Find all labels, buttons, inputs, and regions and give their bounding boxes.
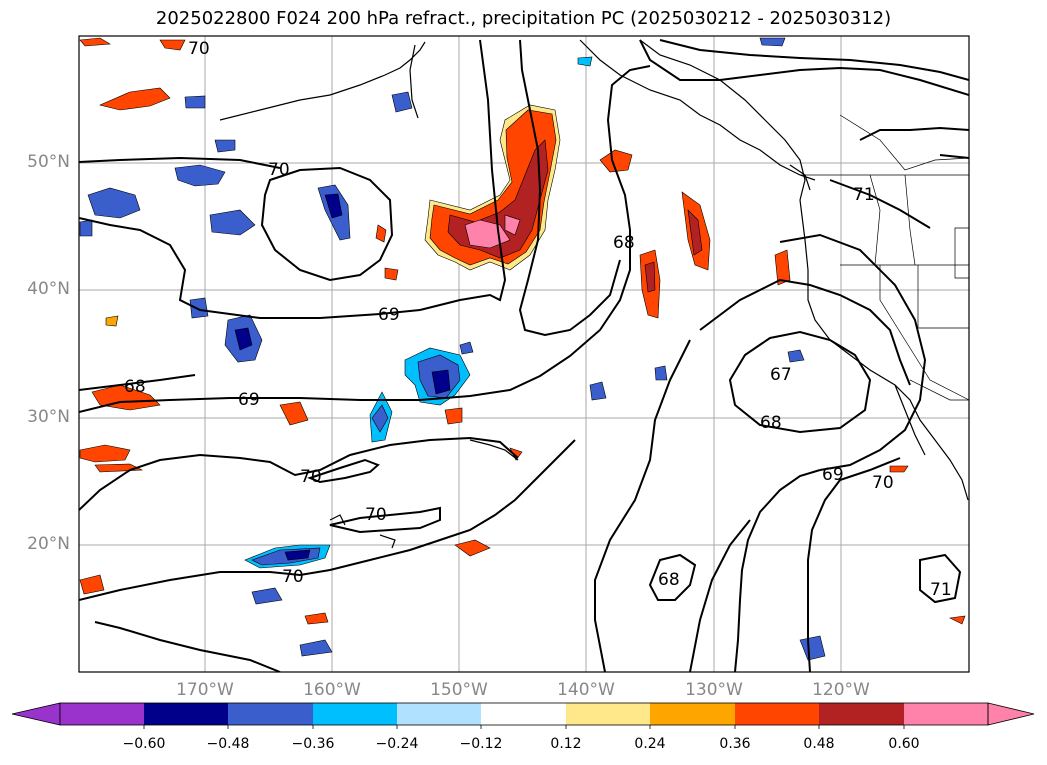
contour-label: 67 — [770, 365, 792, 385]
contour-label: 68 — [124, 377, 146, 397]
contour-labels: 70 70 69 68 69 70 70 70 68 71 67 68 69 7… — [124, 39, 952, 600]
lat-label: 40°N — [27, 279, 70, 299]
contour-label: 70 — [872, 473, 894, 493]
colorbar-tick-label: 0.36 — [719, 736, 751, 752]
lat-label: 30°N — [27, 407, 70, 427]
colorbar-extend-high — [987, 702, 1035, 726]
contour-label: 69 — [378, 305, 400, 325]
lon-label: 170°W — [176, 680, 234, 700]
lat-label: 20°N — [27, 534, 70, 554]
colorbar-tick-label: −0.60 — [122, 736, 166, 752]
colorbar-tick-label: −0.12 — [459, 736, 503, 752]
colorbar-tick-label: 0.24 — [634, 736, 666, 752]
contour-label: 69 — [822, 465, 844, 485]
lon-label: 160°W — [303, 680, 361, 700]
colorbar-segment — [566, 703, 650, 725]
colorbar-tick-label: −0.48 — [206, 736, 250, 752]
contour-label: 71 — [853, 185, 875, 205]
negative-anomaly-areas — [79, 37, 826, 661]
contour-label: 68 — [760, 413, 782, 433]
contours — [79, 39, 969, 672]
contour-label: 69 — [238, 390, 260, 410]
map-title: 2025022800 F024 200 hPa refract., precip… — [155, 8, 892, 29]
contour-label: 68 — [613, 233, 635, 253]
colorbar-segment — [144, 703, 228, 725]
colorbar-segment — [313, 703, 397, 725]
colorbar-segment — [228, 703, 313, 725]
lon-label: 150°W — [430, 680, 488, 700]
contour-label: 70 — [282, 567, 304, 587]
colorbar-segment — [481, 703, 566, 725]
colorbar-segment — [650, 703, 735, 725]
colorbar-segment — [397, 703, 481, 725]
colorbar-tick-label: 0.12 — [550, 736, 582, 752]
contour-label: 70 — [365, 505, 387, 525]
coastlines — [219, 39, 969, 549]
contour-label: 71 — [930, 580, 952, 600]
colorbar-segment — [819, 703, 904, 725]
colorbar-tick-label: −0.24 — [375, 736, 419, 752]
colorbar-tick-label: −0.36 — [291, 736, 335, 752]
colorbar-segment — [904, 703, 988, 725]
colorbar-extend-low — [11, 702, 61, 726]
map-frame — [78, 35, 970, 673]
colorbar-segment — [735, 703, 819, 725]
colorbar — [11, 702, 1035, 729]
borders — [800, 114, 969, 401]
lon-label: 120°W — [812, 680, 870, 700]
contour-label: 70 — [268, 160, 290, 180]
contour-label: 70 — [300, 467, 322, 487]
lon-label: 140°W — [557, 680, 615, 700]
contour-label: 70 — [188, 39, 210, 59]
colorbar-segment — [60, 703, 144, 725]
colorbar-tick-label: 0.60 — [888, 736, 920, 752]
contour-label: 68 — [658, 570, 680, 590]
colorbar-tick-label: 0.48 — [803, 736, 835, 752]
lon-label: 130°W — [685, 680, 743, 700]
lat-label: 50°N — [27, 152, 70, 172]
